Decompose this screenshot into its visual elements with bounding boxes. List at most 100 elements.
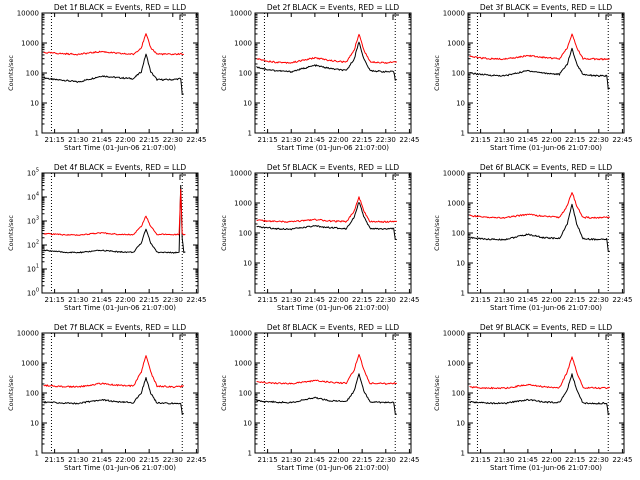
x-tick-label: 22:15: [139, 136, 159, 144]
chart-panel-4: Det 4f BLACK = Events, RED = LLD 100 101 10…: [7, 163, 207, 312]
x-tick-label: 22:15: [352, 136, 372, 144]
x-tick-label: 21:15: [258, 296, 278, 304]
x-axis-label: Start Time (01-Jun-06 21:07:00): [64, 144, 176, 152]
y-tick-label: 1: [248, 290, 252, 298]
x-tick-label: 22:15: [139, 296, 159, 304]
legend-mark: [392, 14, 399, 20]
series-events-line: [469, 47, 611, 90]
x-tick-label: 22:30: [589, 456, 609, 464]
series-lld-line: [469, 33, 610, 61]
x-axis-label: Start Time (01-Jun-06 21:07:00): [277, 464, 389, 472]
y-tick-label: 10: [243, 260, 252, 268]
series-lld-line: [469, 356, 611, 390]
x-tick-label: 22:45: [612, 136, 632, 144]
y-tick-label: 10: [456, 420, 465, 428]
x-tick-label: 22:45: [399, 136, 419, 144]
x-axis-label: Start Time (01-Jun-06 21:07:00): [277, 144, 389, 152]
chart-title: Det 7f BLACK = Events, RED = LLD: [54, 323, 187, 332]
chart-title: Det 1f BLACK = Events, RED = LLD: [54, 3, 187, 12]
plot-frame: [467, 332, 625, 454]
x-tick-label: 22:45: [399, 456, 419, 464]
y-tick-label: 10000: [443, 330, 465, 338]
x-tick-label: 22:15: [565, 136, 585, 144]
legend-mark: [605, 174, 612, 180]
y-tick-label: 10: [456, 100, 465, 108]
y-tick-label: 100: [452, 230, 465, 238]
x-tick-label: 22:00: [115, 136, 135, 144]
x-tick-label: 21:15: [471, 136, 491, 144]
x-tick-label: 21:15: [45, 456, 65, 464]
x-tick-label: 22:30: [376, 456, 396, 464]
chart-title: Det 6f BLACK = Events, RED = LLD: [480, 163, 613, 172]
legend-mark: [392, 174, 399, 180]
y-tick-label: 10: [30, 100, 39, 108]
plot-frame: [254, 332, 412, 454]
series-events-line: [469, 203, 611, 253]
y-tick-label: 1000: [234, 200, 252, 208]
y-tick-label: 100: [239, 390, 252, 398]
y-tick-label: 1000: [447, 360, 465, 368]
y-tick-label: 100: [452, 390, 465, 398]
chart-panel-5: Det 5f BLACK = Events, RED = LLD 1 10 100 10…: [220, 163, 420, 312]
y-tick-label: 103: [27, 216, 39, 226]
y-tick-label: 10000: [443, 10, 465, 18]
series-lld-line: [256, 354, 397, 385]
y-tick-label: 100: [239, 70, 252, 78]
series-events-line: [256, 202, 397, 241]
y-tick-label: 10: [243, 100, 252, 108]
y-tick-label: 1: [35, 450, 39, 458]
x-tick-label: 22:15: [352, 296, 372, 304]
series-lld-line: [43, 355, 185, 389]
chart-panel-7: Det 7f BLACK = Events, RED = LLD 1 10 100 10…: [7, 323, 207, 472]
x-axis-label: Start Time (01-Jun-06 21:07:00): [490, 304, 602, 312]
x-tick-label: 22:30: [163, 296, 183, 304]
plot-frame: [254, 12, 412, 134]
y-tick-label: 10000: [443, 170, 465, 178]
x-axis-label: Start Time (01-Jun-06 21:07:00): [490, 144, 602, 152]
x-tick-label: 21:30: [494, 456, 514, 464]
chart-title: Det 2f BLACK = Events, RED = LLD: [267, 3, 400, 12]
y-tick-label: 1000: [447, 200, 465, 208]
series-lld-line: [256, 196, 398, 223]
x-tick-label: 22:00: [328, 136, 348, 144]
series-events-line: [43, 185, 186, 254]
series-events-line: [43, 377, 185, 415]
x-tick-label: 22:00: [541, 456, 561, 464]
plot-frame: [41, 332, 199, 454]
x-tick-label: 21:30: [494, 136, 514, 144]
y-axis-label: Counts/sec: [220, 375, 228, 411]
legend-mark: [179, 174, 186, 180]
x-tick-label: 21:15: [258, 136, 278, 144]
chart-title: Det 5f BLACK = Events, RED = LLD: [267, 163, 400, 172]
x-tick-label: 21:45: [92, 296, 112, 304]
y-tick-label: 1: [461, 450, 465, 458]
x-tick-label: 21:15: [471, 296, 491, 304]
x-axis-label: Start Time (01-Jun-06 21:07:00): [277, 304, 389, 312]
y-tick-label: 10000: [17, 330, 39, 338]
x-tick-label: 21:45: [305, 456, 325, 464]
plot-frame: [41, 172, 199, 294]
series-events-line: [256, 41, 397, 81]
x-tick-label: 21:45: [92, 456, 112, 464]
x-tick-label: 22:45: [612, 296, 632, 304]
chart-title: Det 9f BLACK = Events, RED = LLD: [480, 323, 613, 332]
x-tick-label: 22:30: [589, 296, 609, 304]
x-tick-label: 21:45: [92, 136, 112, 144]
series-events-line: [469, 373, 610, 416]
x-tick-label: 21:30: [281, 136, 301, 144]
y-tick-label: 10: [30, 420, 39, 428]
legend-mark: [605, 334, 612, 340]
x-tick-label: 21:30: [68, 136, 88, 144]
x-tick-label: 22:45: [399, 296, 419, 304]
y-tick-label: 100: [239, 230, 252, 238]
chart-panel-9: Det 9f BLACK = Events, RED = LLD 1 10 100 10…: [433, 323, 633, 472]
y-tick-label: 1: [35, 130, 39, 138]
y-tick-label: 1: [461, 130, 465, 138]
y-tick-label: 10000: [17, 10, 39, 18]
x-tick-label: 21:30: [68, 296, 88, 304]
y-tick-label: 10000: [230, 10, 252, 18]
y-tick-label: 10000: [230, 170, 252, 178]
chart-panel-8: Det 8f BLACK = Events, RED = LLD 1 10 100 10…: [220, 323, 420, 472]
x-tick-label: 21:30: [494, 296, 514, 304]
chart-panel-3: Det 3f BLACK = Events, RED = LLD 1 10 100 10…: [433, 3, 633, 152]
